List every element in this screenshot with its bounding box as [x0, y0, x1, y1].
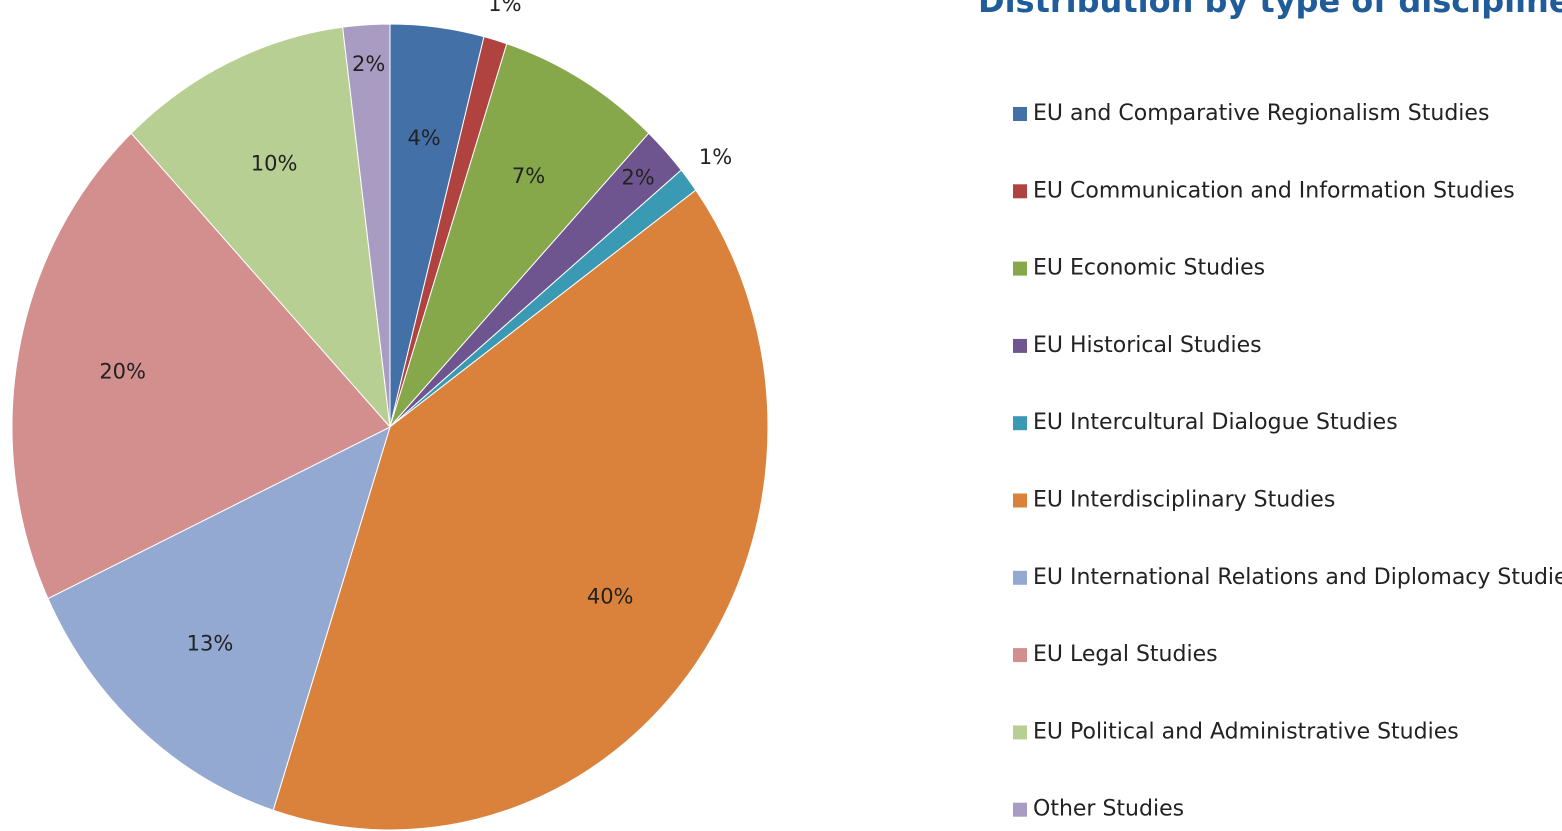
legend-label: EU Economic Studies: [1033, 256, 1265, 281]
legend-label: EU Interdisciplinary Studies: [1033, 488, 1335, 513]
legend-swatch: [1013, 570, 1027, 585]
pie-slice: [47, 426, 391, 811]
data-label: 4%: [407, 126, 440, 150]
legend-label: EU Legal Studies: [1033, 642, 1218, 667]
legend-label: EU Historical Studies: [1033, 333, 1262, 358]
legend-label: EU and Comparative Regionalism Studies: [1033, 101, 1489, 126]
legend-swatch: [1013, 802, 1027, 817]
data-label: 7%: [512, 164, 545, 188]
pie-slice: [272, 189, 769, 831]
legend-swatch: [1013, 493, 1027, 508]
legend-label: EU Communication and Information Studies: [1033, 178, 1515, 203]
data-label: 1%: [699, 145, 732, 169]
legend-swatch: [1013, 184, 1027, 199]
data-label: 2%: [352, 52, 385, 76]
legend-swatch: [1013, 648, 1027, 663]
legend-swatch: [1013, 416, 1027, 431]
legend-swatch: [1013, 338, 1027, 353]
legend-swatch: [1013, 107, 1027, 121]
data-label: 40%: [587, 585, 634, 609]
legend-swatch: [1013, 261, 1027, 276]
legend-label: EU Intercultural Dialogue Studies: [1033, 410, 1398, 435]
legend-label: Other Studies: [1033, 797, 1184, 822]
chart-title: Distribution by type of discipline: [978, 0, 1562, 20]
pie-slice: [389, 43, 650, 428]
data-label: 1%: [488, 0, 521, 16]
data-label: 10%: [251, 151, 298, 175]
data-label: 2%: [621, 166, 654, 190]
pie-slice: [130, 26, 391, 429]
pie-slice: [11, 132, 391, 600]
legend-swatch: [1013, 725, 1027, 740]
pie-slice: [342, 23, 391, 428]
data-label: 13%: [187, 632, 234, 656]
legend-label: EU International Relations and Diplomacy…: [1033, 565, 1562, 590]
data-label: 20%: [99, 360, 146, 384]
legend-label: EU Political and Administrative Studies: [1033, 719, 1459, 744]
